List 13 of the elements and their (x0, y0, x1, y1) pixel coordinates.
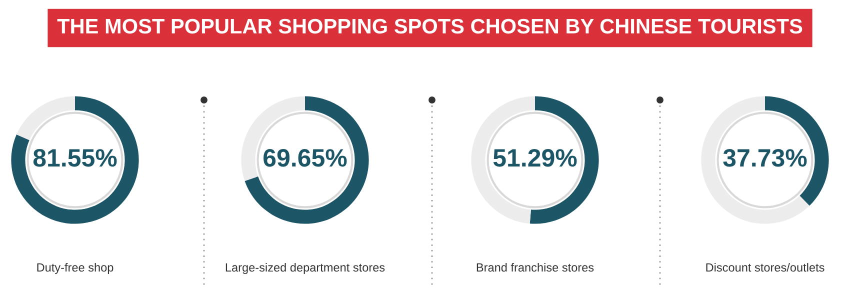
donut-slice (701, 96, 810, 224)
data-label: 37.73% (723, 149, 807, 167)
donut-slice (11, 96, 139, 224)
data-label: 69.65% (264, 149, 347, 167)
data-label: 51.29% (493, 149, 577, 167)
text: Duty-free shop (37, 262, 114, 274)
donut-slice (16, 96, 75, 140)
text: THE MOST POPULAR SHOPPING SPOTS CHOSEN BY CHINESE TOURISTS (57, 18, 802, 34)
text: Large-sized department stores (226, 262, 385, 274)
text: Brand franchise stores (476, 262, 594, 272)
data-label: 81.55% (33, 149, 117, 167)
text: Discount stores/outlets (706, 262, 824, 272)
donut-slice (244, 96, 369, 224)
